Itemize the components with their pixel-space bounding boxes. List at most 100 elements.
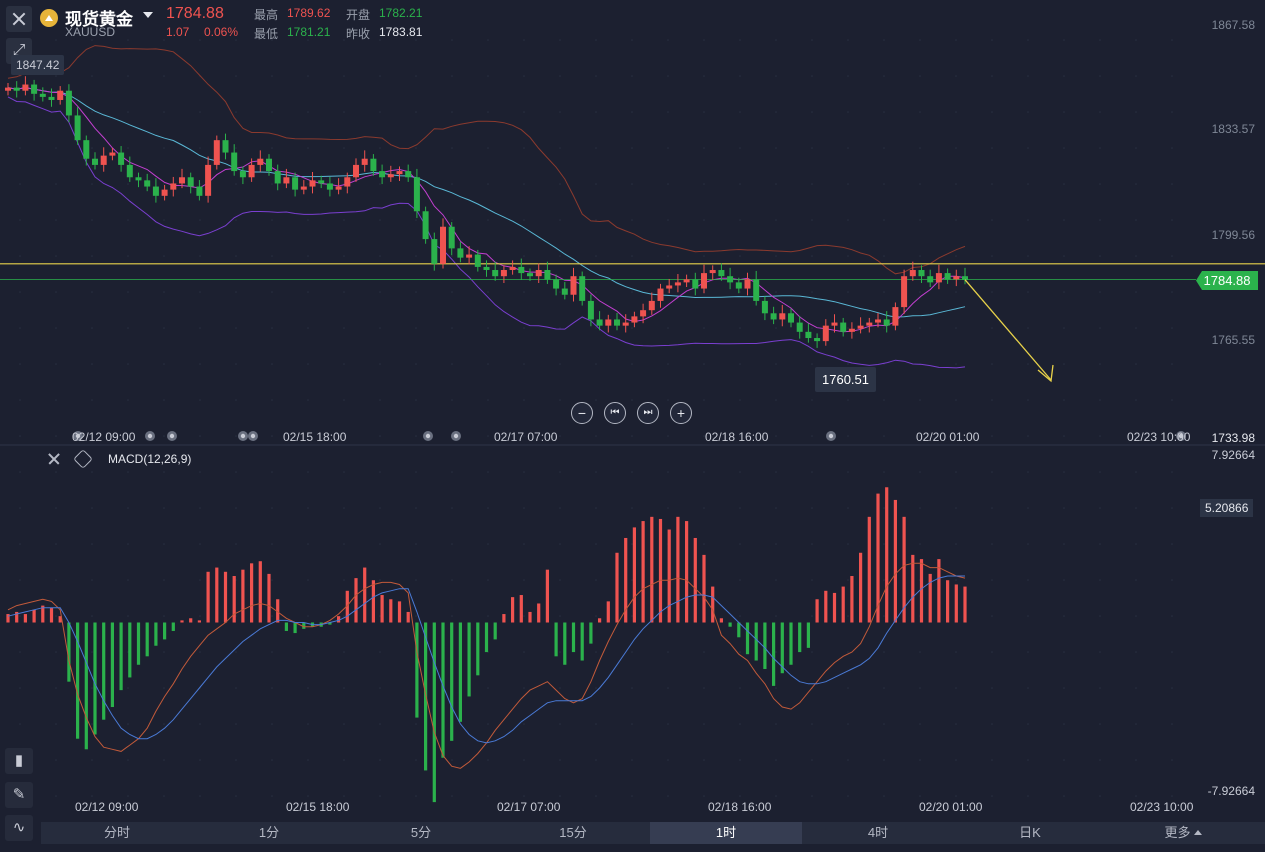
macd-bar xyxy=(624,537,628,623)
chevron-down-icon[interactable] xyxy=(143,12,153,18)
bg-dot xyxy=(163,255,165,257)
prev-button[interactable]: ⏮ xyxy=(604,402,626,424)
candle xyxy=(605,319,612,326)
bg-dot xyxy=(343,111,345,113)
bg-dot xyxy=(271,327,273,329)
bg-dot xyxy=(451,795,453,797)
bg-dot xyxy=(199,543,201,545)
bg-dot xyxy=(1063,687,1065,689)
bg-dot xyxy=(523,39,525,41)
bg-dot xyxy=(163,75,165,77)
macd-bar xyxy=(606,601,610,623)
bg-dot xyxy=(163,219,165,221)
bg-dot xyxy=(199,579,201,581)
timeframe-tab-active[interactable]: 1时 xyxy=(650,822,802,844)
candle xyxy=(831,322,838,326)
bg-dot xyxy=(271,219,273,221)
timeframe-bar: 分时 1分 5分 15分 1时 4时 日K 更多 xyxy=(41,822,1265,844)
timeframe-tab[interactable]: 4时 xyxy=(867,825,889,840)
y-tick: 1799.56 xyxy=(1211,228,1255,242)
bg-dot xyxy=(919,723,921,725)
bg-dot xyxy=(235,219,237,221)
bg-dot xyxy=(163,363,165,365)
candle xyxy=(648,300,655,311)
bg-dot xyxy=(811,795,813,797)
close-indicator-icon[interactable] xyxy=(47,452,61,466)
pencil-icon[interactable]: ✎ xyxy=(5,782,33,808)
timeframe-tab[interactable]: 分时 xyxy=(103,825,130,840)
bg-dot xyxy=(271,543,273,545)
macd-bar xyxy=(780,622,784,674)
symbol-name[interactable]: 现货黄金 xyxy=(65,10,133,29)
timeframe-tab[interactable]: 15分 xyxy=(559,825,587,840)
bg-dot xyxy=(19,651,21,653)
zoom-in-button[interactable]: + xyxy=(670,402,692,424)
bg-dot xyxy=(415,507,417,509)
timeframe-tab[interactable]: 5分 xyxy=(410,825,432,840)
candle xyxy=(257,158,264,165)
candle xyxy=(74,115,81,141)
bg-dot xyxy=(631,219,633,221)
candle xyxy=(561,288,568,295)
macd-bar xyxy=(345,590,349,623)
more-timeframes-button[interactable]: 更多 xyxy=(1107,822,1259,844)
bg-dot xyxy=(955,363,957,365)
indicator-icon[interactable]: ∿ xyxy=(5,815,33,841)
bg-dot xyxy=(199,507,201,509)
bg-dot xyxy=(379,39,381,41)
macd-bar xyxy=(885,487,889,623)
timeframe-tab[interactable]: 1分 xyxy=(258,825,280,840)
candle xyxy=(353,164,359,178)
bg-dot xyxy=(559,327,561,329)
macd-bar xyxy=(337,616,341,623)
timeframe-tab[interactable]: 日K xyxy=(1019,825,1041,840)
bg-dot xyxy=(955,327,957,329)
candle xyxy=(466,254,473,258)
bg-dot xyxy=(1171,507,1173,509)
macd-bar xyxy=(667,529,671,623)
bg-dot xyxy=(739,651,741,653)
bg-dot xyxy=(487,399,489,401)
bg-dot xyxy=(1135,291,1137,293)
bg-dot xyxy=(955,795,957,797)
bg-dot xyxy=(19,687,21,689)
bg-dot xyxy=(307,687,309,689)
bg-dot xyxy=(559,111,561,113)
bg-dot xyxy=(1063,111,1065,113)
bg-dot xyxy=(631,615,633,617)
trend-arrow-head xyxy=(1037,364,1054,383)
bg-dot xyxy=(811,759,813,761)
period-low-label: 1760.51 xyxy=(815,367,876,392)
candle xyxy=(283,177,290,184)
macd-bar xyxy=(302,622,306,629)
bg-dot xyxy=(343,507,345,509)
bg-dot xyxy=(739,291,741,293)
bg-dot xyxy=(919,255,921,257)
macd-dif-line xyxy=(7,562,966,769)
candlestick-icon[interactable]: ▮ xyxy=(5,748,33,774)
bg-dot xyxy=(847,363,849,365)
bg-dot xyxy=(199,759,201,761)
zoom-out-button[interactable]: − xyxy=(571,402,593,424)
bg-dot xyxy=(811,471,813,473)
candle xyxy=(135,177,142,181)
bg-dot xyxy=(127,795,129,797)
bg-dot xyxy=(19,399,21,401)
bg-dot xyxy=(703,39,705,41)
close-icon[interactable] xyxy=(6,6,32,32)
expand-icon[interactable]: ⤢ xyxy=(6,38,32,64)
macd-bar xyxy=(84,622,88,750)
bg-dot xyxy=(559,615,561,617)
bg-dot xyxy=(1171,579,1173,581)
macd-bar xyxy=(145,622,149,657)
bg-dot xyxy=(199,39,201,41)
bg-dot xyxy=(451,507,453,509)
macd-bar xyxy=(371,580,375,623)
bg-dot xyxy=(379,435,381,437)
bg-dot xyxy=(775,507,777,509)
next-button[interactable]: ⏭ xyxy=(637,402,659,424)
high-label: 最高 xyxy=(254,8,279,22)
bg-dot xyxy=(1027,579,1029,581)
bg-dot xyxy=(883,147,885,149)
